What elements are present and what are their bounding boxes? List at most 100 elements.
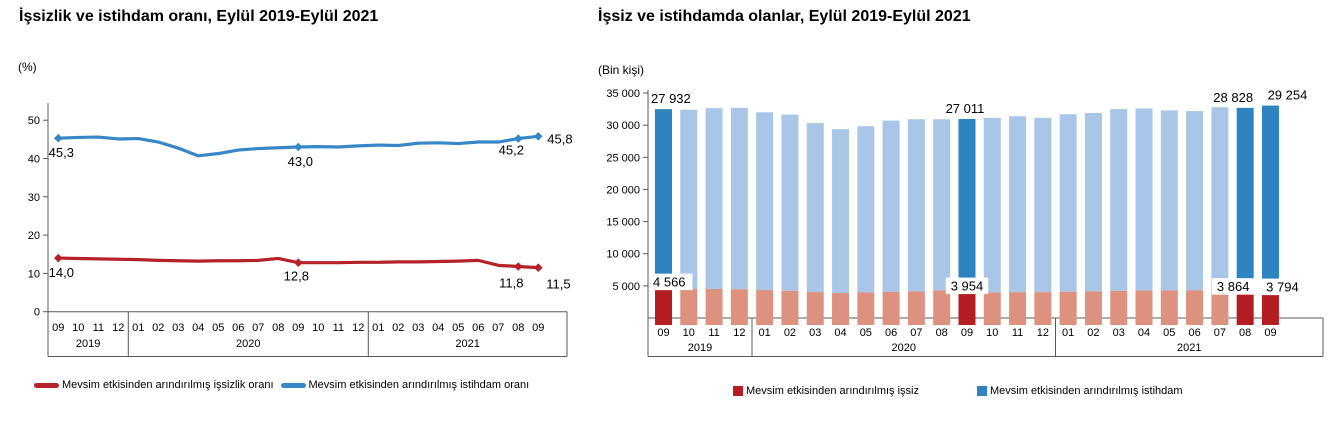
bar-employed xyxy=(1160,110,1178,291)
month-label: 09 xyxy=(532,322,544,334)
bar-employed xyxy=(1236,107,1254,294)
bar-unemployed xyxy=(705,289,723,325)
month-label: 05 xyxy=(860,327,872,339)
month-label: 06 xyxy=(232,322,244,334)
month-label: 03 xyxy=(412,322,424,334)
bar-employed xyxy=(1186,111,1204,291)
bar-unemployed xyxy=(832,293,850,325)
chart-title: İşsiz ve istihdamda olanlar, Eylül 2019-… xyxy=(598,8,971,25)
month-label: 07 xyxy=(910,327,922,339)
month-label: 04 xyxy=(192,322,204,334)
bar-unemployed xyxy=(1236,293,1254,325)
month-label: 10 xyxy=(72,322,84,334)
year-label: 2019 xyxy=(688,342,712,354)
month-label: 12 xyxy=(733,327,745,339)
bar-unemployed xyxy=(1110,290,1128,325)
month-label: 04 xyxy=(834,327,846,339)
legend-label: Mevsim etkisinden arındırılmış istihdam … xyxy=(308,379,530,391)
bar-unemployed xyxy=(958,292,976,325)
month-label: 05 xyxy=(1163,327,1175,339)
bar-label-box xyxy=(940,99,990,117)
bar-employed xyxy=(907,119,925,292)
y-tick-label: 0 xyxy=(34,307,40,319)
legend-item-employed: Mevsim etkisinden arındırılmış istihdam xyxy=(977,385,1183,397)
legend-label: Mevsim etkisinden arındırılmış işsizlik … xyxy=(62,379,274,391)
y-tick-label: 35 000 xyxy=(606,88,640,100)
bar-unemployed xyxy=(933,290,951,325)
point-label: 14,0 xyxy=(49,265,74,280)
month-label: 01 xyxy=(759,327,771,339)
month-label: 09 xyxy=(1264,327,1276,339)
chart-section-counts: İşsiz ve istihdamda olanlar, Eylül 2019-… xyxy=(595,0,1328,421)
month-label: 01 xyxy=(372,322,384,334)
month-label: 08 xyxy=(936,327,948,339)
month-label: 01 xyxy=(132,322,144,334)
bar-employed xyxy=(1059,114,1077,292)
bar-label: 3 954 xyxy=(951,279,984,294)
month-label: 03 xyxy=(1113,327,1125,339)
month-label: 03 xyxy=(172,322,184,334)
bar-unemployed xyxy=(983,292,1001,325)
legend: Mevsim etkisinden arındırılmış işsiz Mev… xyxy=(733,385,1183,397)
bar-label-box xyxy=(945,277,989,295)
month-label: 11 xyxy=(1012,327,1023,339)
point-marker xyxy=(514,262,523,271)
point-label: 11,8 xyxy=(499,276,523,291)
month-label: 10 xyxy=(986,327,998,339)
y-tick-label: 40 xyxy=(28,154,40,166)
bar-employed xyxy=(705,108,723,290)
bar-employed xyxy=(933,119,951,291)
bar-employed xyxy=(1034,117,1052,293)
bar-label: 4 566 xyxy=(653,275,686,290)
month-label: 11 xyxy=(93,322,104,334)
month-label: 08 xyxy=(512,322,524,334)
bar-employed xyxy=(806,123,824,293)
bar-unemployed xyxy=(1135,290,1153,325)
chart-section-rates: İşsizlik ve istihdam oranı, Eylül 2019-E… xyxy=(0,0,590,421)
bar-unemployed xyxy=(655,288,672,325)
bar-employed xyxy=(1211,107,1229,293)
bar-unemployed xyxy=(680,289,698,325)
month-label: 06 xyxy=(1188,327,1200,339)
bar-unemployed xyxy=(1186,290,1204,325)
y-tick-label: 10 000 xyxy=(606,249,640,261)
bar-unemployed xyxy=(1059,291,1077,325)
year-label: 2020 xyxy=(892,342,916,354)
year-label: 2019 xyxy=(76,338,100,350)
month-label: 02 xyxy=(152,322,164,334)
point-label: 11,5 xyxy=(546,277,570,292)
y-tick-label: 10 xyxy=(28,268,40,280)
red-square-swatch-icon xyxy=(733,386,743,396)
point-label: 45,2 xyxy=(499,143,524,158)
point-marker xyxy=(294,142,303,152)
bar-label: 27 011 xyxy=(946,101,985,116)
point-marker xyxy=(54,133,63,143)
month-label: 09 xyxy=(52,322,64,334)
axis-unit-label: (%) xyxy=(18,60,37,74)
bar-label: 29 254 xyxy=(1268,88,1308,103)
month-label: 12 xyxy=(352,322,364,334)
month-label: 06 xyxy=(885,327,897,339)
legend-label: Mevsim etkisinden arındırılmış işsiz xyxy=(746,385,919,397)
bar-label-box xyxy=(650,273,693,291)
point-marker xyxy=(534,263,543,272)
bar-label-box xyxy=(1211,278,1255,295)
legend-item-unemployed: Mevsim etkisinden arındırılmış işsiz xyxy=(733,385,919,397)
bar-unemployed xyxy=(1261,293,1279,325)
month-label: 08 xyxy=(272,322,284,334)
bar-unemployed xyxy=(907,291,925,325)
blue-line-swatch-icon xyxy=(280,382,306,388)
month-label: 09 xyxy=(292,322,304,334)
y-tick-label: 30 xyxy=(28,192,40,204)
legend-item-employment-rate: Mevsim etkisinden arındırılmış istihdam … xyxy=(280,379,530,391)
bar-employed xyxy=(1110,109,1128,291)
bar-employed xyxy=(958,118,976,293)
point-marker xyxy=(54,253,63,263)
legend-item-unemployment-rate: Mevsim etkisinden arındırılmış işsizlik … xyxy=(34,379,274,391)
month-label: 07 xyxy=(492,322,504,334)
axis-unit-label: (Bin kişi) xyxy=(598,63,645,77)
month-label: 12 xyxy=(112,322,124,334)
month-label: 12 xyxy=(1037,327,1049,339)
y-tick-label: 30 000 xyxy=(606,120,640,132)
y-tick-label: 5 000 xyxy=(612,281,640,293)
